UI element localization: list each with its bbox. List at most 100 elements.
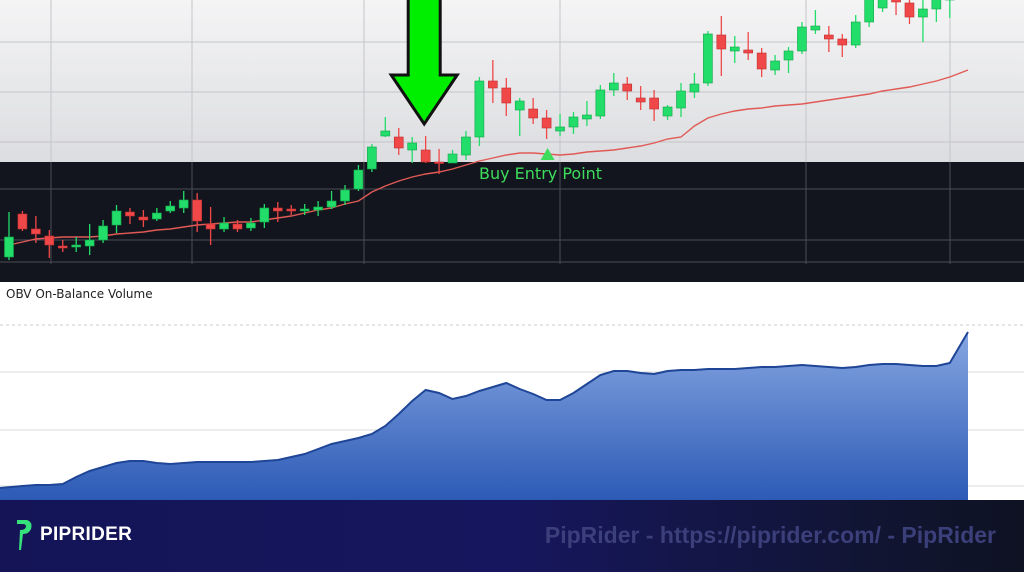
candle [528,98,538,124]
candle [703,31,713,86]
candle-body [662,106,673,117]
obv-line [0,331,969,489]
candle [259,204,270,228]
price-chart [0,0,1024,500]
candle [393,128,404,155]
candle [488,60,498,103]
candle [864,0,874,27]
candle [326,191,337,209]
candle-body [219,222,229,230]
candle [904,0,915,24]
candle-body [71,244,81,248]
candle [608,73,619,96]
candle-body [232,223,243,230]
candle [57,240,68,252]
candle-body [756,52,767,70]
candle-body [904,2,915,18]
candle-body [837,38,848,46]
candle-body [272,207,283,212]
annotations [388,0,555,160]
candle [44,230,55,258]
candle-body [622,83,633,92]
candle-body [31,228,41,235]
candle [407,137,418,163]
candle [367,144,377,172]
candle [729,36,740,63]
down-arrow-icon [388,0,461,127]
candles [4,0,955,260]
candle [165,201,176,213]
candle-body [514,100,525,111]
candle [98,220,108,243]
candle-body [246,222,256,229]
candle-body [17,213,28,230]
candle [84,224,95,255]
candle-body [528,108,538,119]
footer-banner: PIPRIDER PipRider - https://piprider.com… [0,500,1024,572]
candle [541,110,552,139]
candle [111,205,122,233]
candle-body [608,82,619,91]
candle [837,34,848,57]
candle-body [84,239,95,247]
candle-body [125,211,135,217]
buy-entry-label: Buy Entry Point [479,164,603,183]
candle [420,136,431,163]
candle-body [850,21,861,46]
candle [353,165,364,191]
candle [931,0,942,22]
candle [232,220,243,232]
candle-body [918,8,928,18]
candle [192,193,202,232]
candle [340,185,350,205]
candle-body [192,199,202,222]
candle-body [57,245,68,249]
candle [676,83,686,117]
candle [595,85,606,119]
candle-body [931,0,942,10]
candle [716,16,727,76]
candle-body [286,208,297,212]
candle [743,32,754,60]
candle-body [259,207,270,223]
candle [783,47,794,73]
obv-title: OBV On-Balance Volume [6,287,153,301]
candle-body [729,46,740,52]
candle [313,201,323,216]
candle-body [474,80,485,138]
candle-body [488,80,498,89]
candle [824,26,834,52]
candle [568,112,579,134]
candle-body [743,49,754,54]
candle [434,149,444,174]
candle [299,204,310,215]
candle-body [98,225,108,241]
obv-series [0,331,969,500]
candle-body [689,83,700,93]
candle [635,86,646,110]
candle [797,22,807,54]
candle [810,10,821,34]
candle [71,237,81,252]
candle-body [582,114,592,120]
candle-body [111,210,122,226]
candle-body [864,0,874,23]
candle-body [891,0,901,3]
candle-body [138,216,149,221]
candle [649,90,659,121]
candle [286,205,297,215]
candle-body [595,89,606,117]
candle-body [461,136,471,156]
candle-body [420,149,431,163]
candle-body [877,0,888,9]
ma-line [8,69,969,246]
piprider-logo-icon [17,520,32,550]
candle-body [770,60,780,71]
candle [152,208,162,221]
candle-body [676,90,686,109]
candle-body [783,50,794,61]
candle [944,0,955,18]
candle-body [313,206,323,211]
candle-body [703,33,713,84]
obv-area [0,332,968,500]
